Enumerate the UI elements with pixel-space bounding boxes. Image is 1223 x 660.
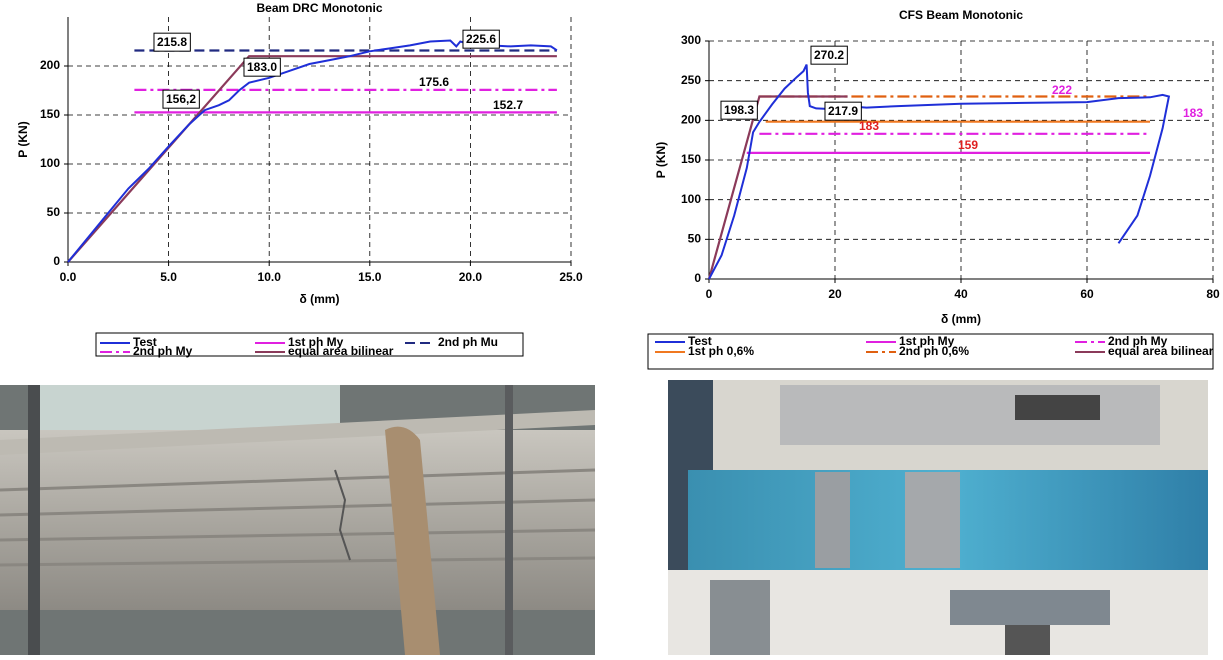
legend-label: 2nd ph Mu: [438, 335, 498, 349]
y-tick-label: 200: [40, 58, 60, 72]
x-axis-label: δ (mm): [300, 292, 340, 306]
y-tick-label: 0: [694, 271, 701, 285]
legend-label: Test: [133, 335, 157, 349]
series-line: [68, 56, 557, 262]
x-tick-label: 60: [1080, 287, 1094, 301]
chart-title: Beam DRC Monotonic: [257, 1, 383, 15]
y-tick-label: 150: [681, 152, 701, 166]
annotation: 198.3: [724, 103, 754, 117]
legend-label: Test: [688, 334, 712, 348]
x-tick-label: 0.0: [60, 270, 77, 284]
x-tick-label: 20: [828, 287, 842, 301]
annotation: 225.6: [466, 32, 496, 46]
y-tick-label: 50: [47, 205, 61, 219]
annotation: 270.2: [814, 48, 844, 62]
y-tick-label: 100: [681, 192, 701, 206]
x-tick-label: 10.0: [258, 270, 282, 284]
legend-label: equal area bilinear: [288, 344, 394, 358]
x-tick-label: 0: [706, 287, 713, 301]
y-tick-label: 300: [681, 33, 701, 47]
annotation: 159: [958, 138, 978, 152]
x-tick-label: 5.0: [160, 270, 177, 284]
x-tick-label: 40: [954, 287, 968, 301]
annotation: 156,2: [166, 92, 196, 106]
y-tick-label: 50: [688, 232, 702, 246]
x-tick-label: 80: [1206, 287, 1220, 301]
annotation: 217.9: [828, 104, 858, 118]
photo-left: [0, 385, 595, 655]
legend-label: 2nd ph 0,6%: [899, 344, 969, 358]
series-line: [68, 41, 557, 263]
y-axis-label: P (KN): [654, 142, 668, 178]
annotation: 215.8: [157, 35, 187, 49]
y-tick-label: 100: [40, 156, 60, 170]
annotation: 175.6: [419, 75, 449, 89]
legend-label: equal area bilinear: [1108, 344, 1214, 358]
annotation: 183: [859, 119, 879, 133]
series-line: [709, 97, 848, 280]
y-tick-label: 0: [53, 254, 60, 268]
y-axis-label: P (KN): [16, 121, 30, 157]
y-tick-label: 200: [681, 113, 701, 127]
photo-right: [668, 380, 1208, 655]
annotation: 222: [1052, 83, 1072, 97]
figure: Beam DRC Monotonic0501001502000.05.010.0…: [0, 0, 1223, 655]
y-tick-label: 250: [681, 73, 701, 87]
x-tick-label: 20.0: [459, 270, 483, 284]
y-tick-label: 150: [40, 107, 60, 121]
x-tick-label: 25.0: [559, 270, 583, 284]
annotation: 183.0: [247, 60, 277, 74]
annotation: 152.7: [493, 98, 523, 112]
x-tick-label: 15.0: [358, 270, 382, 284]
x-axis-label: δ (mm): [941, 312, 981, 326]
chart-title: CFS Beam Monotonic: [899, 8, 1023, 22]
annotation: 183: [1183, 106, 1203, 120]
